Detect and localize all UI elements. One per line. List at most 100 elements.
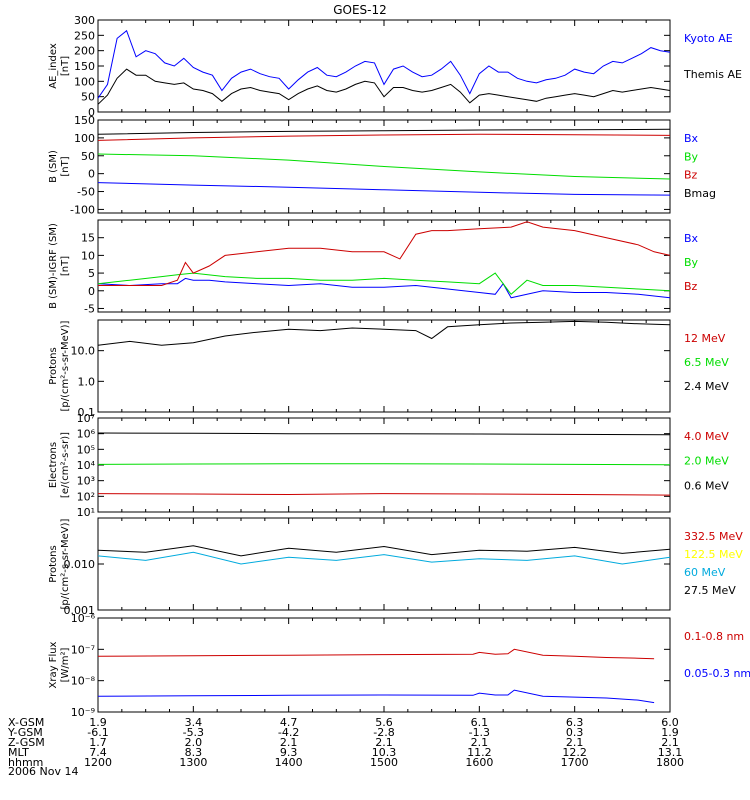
legend-entry: 0.1-0.8 nm [684,630,744,643]
x-axis-value: 1500 [370,756,398,769]
legend-entry: Bz [684,280,698,293]
x-axis-value: -4.2 [278,726,299,739]
y-tick-label: 10⁻⁷ [71,643,95,656]
legend-entry: By [684,150,699,163]
x-axis-value: 6.1 [471,716,489,729]
y-tick-label: 100 [74,132,95,145]
y-tick-label: 10¹ [77,506,95,519]
date-label: 2006 Nov 14 [8,765,78,778]
y-tick-label: 150 [74,60,95,73]
y-tick-label: 150 [74,114,95,127]
y-axis-label: B (SM)-IGRF (SM) [48,223,59,309]
series-line [97,551,671,565]
x-axis-row-label: MLT [8,746,29,759]
x-axis-value: 6.0 [661,716,679,729]
series-line [97,648,655,660]
y-tick-label: -50 [77,186,95,199]
series-line [97,68,671,105]
series-line [97,29,671,99]
y-tick-label: 300 [74,14,95,27]
y-tick-label: 10⁶ [77,428,96,441]
x-axis-value: 1400 [275,756,303,769]
y-axis-label: Electrons [48,442,59,488]
x-axis-value: 9.3 [280,746,298,759]
x-axis-value: 6.3 [566,716,584,729]
y-tick-label: 0.001 [64,604,96,617]
legend-entry: 122.5 MeV [684,548,743,561]
y-tick-label: 250 [74,29,95,42]
x-axis-value: 1800 [656,756,684,769]
legend-entry: 0.05-0.3 nm [684,667,750,680]
series-line [97,432,671,436]
legend-entry: By [684,256,699,269]
y-axis-label: [W/m²] [60,647,71,682]
series-line [97,493,671,496]
y-axis-label: [p/(cm²-s-sr-MeV)] [60,320,71,411]
y-tick-label: 100 [74,75,95,88]
legend-entry: 332.5 MeV [684,530,743,543]
x-axis-value: 1.9 [89,716,107,729]
y-tick-label: 10⁵ [77,443,95,456]
x-axis-table: X-GSM 1.9 3.4 4.7 5.6 6.1 6.3 6.0 Y-GSM -6.1 -5.3 -… [7,716,684,769]
y-axis-label: [e/(cm²-s-sr)] [60,432,71,498]
legend-entry: Bmag [684,187,716,200]
legend-entry: 27.5 MeV [684,584,736,597]
y-tick-label: 0 [88,106,95,119]
y-tick-label: 50 [81,150,95,163]
panel-b_igrf: -5 0 5 10 15 B (SM)-IGRF (SM) [nT] Bx By Bz [48,219,699,315]
y-axis-label: [nT] [60,156,71,176]
y-tick-label: 0 [88,285,95,298]
series-line [97,545,671,557]
panel-frame [97,517,671,611]
legend-entry: Themis AE [683,68,742,81]
x-axis-value: 13.1 [658,746,683,759]
series-line [97,133,671,141]
series-line [97,463,671,466]
series-line [97,277,671,299]
x-axis-value: 1200 [84,756,112,769]
x-axis-value: 11.2 [467,746,492,759]
y-tick-label: 10⁴ [77,459,96,472]
series-line [97,153,671,180]
x-axis-value: -5.3 [183,726,204,739]
panel-protons_low: 0.1 1.0 10.0 Protons [p/(cm²-s-sr-MeV)] 12 Me… [48,319,729,419]
y-axis-label: Protons [48,347,59,384]
x-axis-value: 1.9 [661,726,679,739]
x-axis-row-label: X-GSM [8,716,44,729]
series-line [97,128,671,135]
x-axis-value: 2.1 [375,736,393,749]
y-tick-label: -100 [70,203,95,216]
panel-electrons: 10¹ 10² 10³ 10⁴ 10⁵ 10⁶ 10⁷ Electrons [e/(cm²-s-… [48,412,729,519]
y-axis-label: Xray Flux [48,641,59,688]
legend-entry: 12 MeV [684,332,726,345]
x-axis-value: 1.7 [89,736,107,749]
panel-xray: 10⁻⁹ 10⁻⁸ 10⁻⁷ 10⁻⁶ Xray Flux [W/m²] 0.1-0.8 n… [48,612,750,719]
legend-entry: Bx [684,132,699,145]
y-tick-label: 5 [88,267,95,280]
panel-frame [97,417,671,513]
panel-frame [97,19,671,113]
x-axis-value: 2.1 [280,736,298,749]
legend-entry: Bx [684,232,699,245]
y-tick-label: 10⁷ [77,412,95,425]
x-axis-value: -1.3 [469,726,490,739]
legend-entry: 60 MeV [684,566,726,579]
x-axis-value: 1700 [561,756,589,769]
y-tick-label: 10 [81,249,95,262]
series-line [97,272,671,296]
y-axis-label: AE_index [48,43,59,89]
x-axis-value: 4.7 [280,716,298,729]
y-tick-label: 0 [88,168,95,181]
y-tick-label: 0.010 [64,558,96,571]
panel-protons_high: 0.001 0.010 Protons [p/(cm²-s-sr-MeV)] 332.5… [48,517,743,617]
x-axis-value: 8.3 [185,746,203,759]
legend-entry: 6.5 MeV [684,356,729,369]
x-axis-value: 0.3 [566,726,584,739]
x-axis-value: 2.1 [566,736,584,749]
legend-entry: 2.0 MeV [684,455,729,468]
x-axis-value: 2.0 [185,736,203,749]
y-tick-label: 200 [74,45,95,58]
y-axis-label: Protons [48,545,59,582]
